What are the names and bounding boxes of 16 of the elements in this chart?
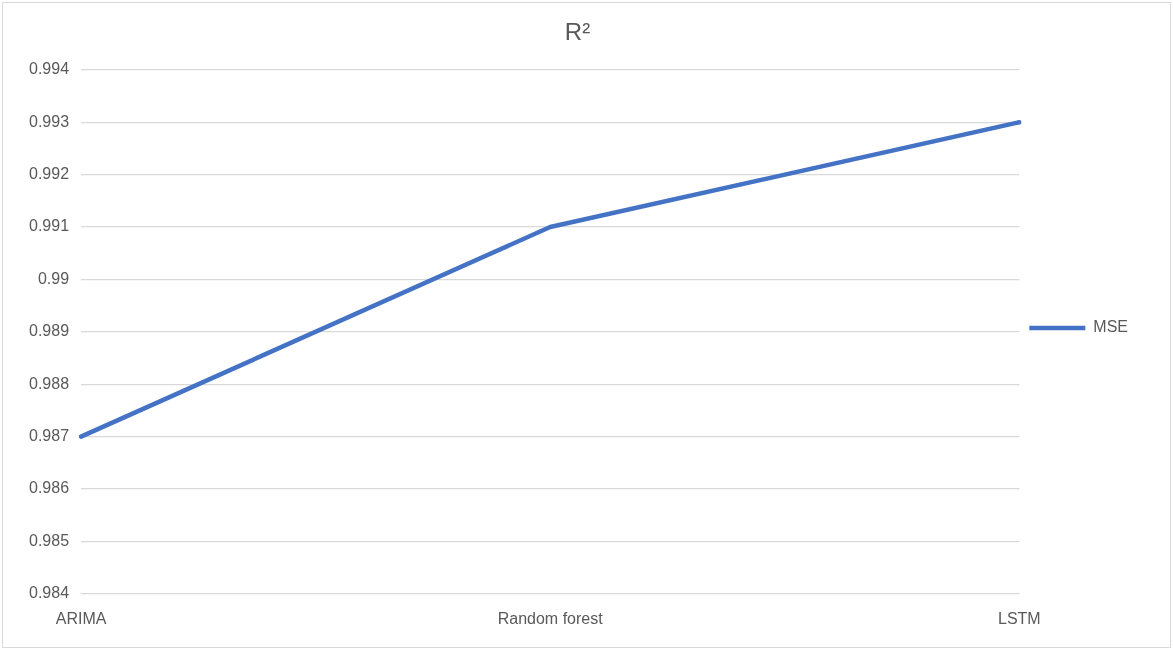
y-tick-label: 0.992 xyxy=(28,165,70,183)
x-tick-label: ARIMA xyxy=(55,609,107,627)
y-tick-label: 0.986 xyxy=(28,479,70,497)
y-tick-label: 0.989 xyxy=(28,322,70,340)
y-tick-label: 0.985 xyxy=(28,531,70,549)
legend-label: MSE xyxy=(1093,318,1128,336)
y-tick-label: 0.987 xyxy=(28,427,70,445)
y-tick-label: 0.993 xyxy=(28,112,70,130)
x-tick-label: LSTM xyxy=(997,609,1041,627)
x-tick-label: Random forest xyxy=(497,609,604,627)
y-tick-label: 0.994 xyxy=(28,60,70,78)
chart-title: R² xyxy=(564,18,591,46)
y-tick-label: 0.99 xyxy=(37,269,70,287)
y-tick-label: 0.988 xyxy=(28,374,70,392)
y-tick-label: 0.984 xyxy=(28,584,70,602)
y-tick-label: 0.991 xyxy=(28,217,70,235)
